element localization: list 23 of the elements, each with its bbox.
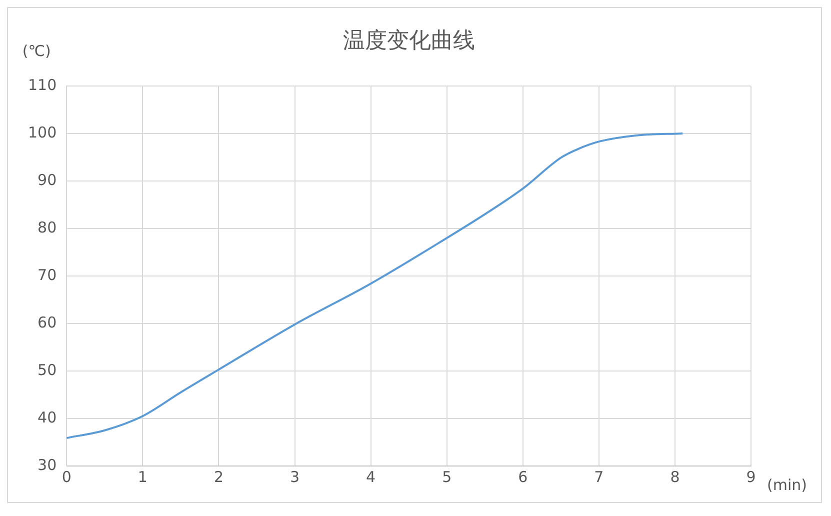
x-tick-label: 7 bbox=[594, 468, 604, 486]
x-tick-label: 0 bbox=[62, 468, 72, 486]
x-tick-label: 4 bbox=[366, 468, 376, 486]
y-tick-label: 110 bbox=[28, 76, 57, 94]
x-tick-label: 9 bbox=[746, 468, 756, 486]
x-tick-label: 6 bbox=[518, 468, 528, 486]
y-tick-label: 70 bbox=[38, 266, 57, 284]
x-tick-label: 2 bbox=[214, 468, 224, 486]
x-tick-label: 5 bbox=[442, 468, 452, 486]
y-tick-label: 60 bbox=[38, 313, 57, 332]
x-tick-label: 1 bbox=[138, 468, 148, 486]
y-tick-label: 100 bbox=[28, 123, 57, 142]
y-tick-label: 90 bbox=[38, 170, 57, 189]
x-axis-title: (min) bbox=[767, 476, 807, 494]
y-axis-title: (℃) bbox=[22, 42, 51, 60]
line-series bbox=[66, 132, 684, 439]
y-tick-label: 50 bbox=[38, 360, 57, 379]
y-tick-label: 30 bbox=[38, 456, 57, 474]
y-tick-label: 80 bbox=[38, 218, 57, 236]
x-tick-label: 3 bbox=[290, 468, 300, 486]
chart-title: 温度变化曲线 bbox=[342, 28, 475, 54]
x-tick-label: 8 bbox=[670, 468, 680, 486]
y-tick-label: 40 bbox=[38, 408, 57, 426]
